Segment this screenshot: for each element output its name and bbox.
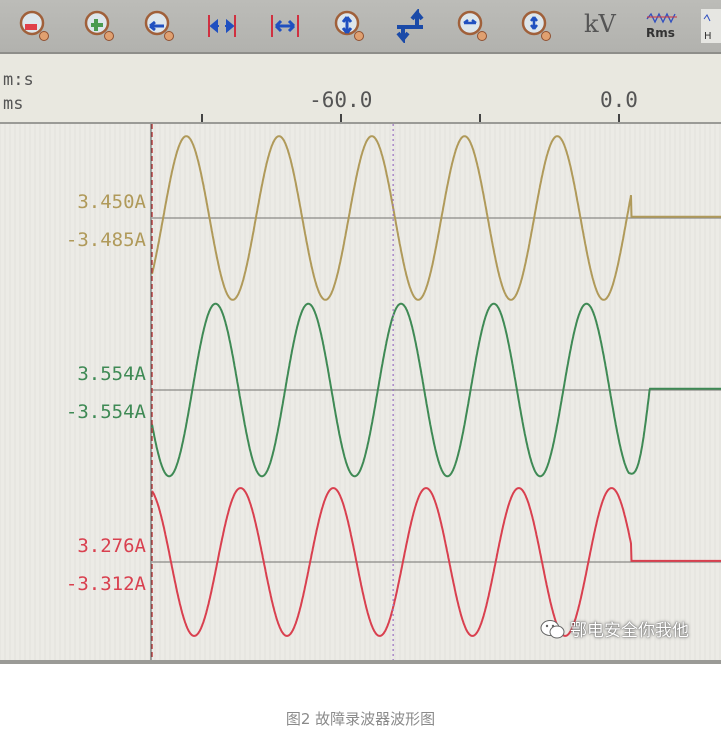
zoom-out-red-icon[interactable] <box>17 8 53 44</box>
x-tick-mark <box>200 114 203 122</box>
toolbar: kV Rms H <box>0 0 721 54</box>
time-unit-top: m:s <box>3 70 34 90</box>
x-tick-mark <box>617 114 620 122</box>
svg-text:Rms: Rms <box>646 26 675 40</box>
rms-icon[interactable]: Rms <box>644 8 680 44</box>
waveform-channel-2 <box>151 302 721 478</box>
compress-horizontal-icon[interactable] <box>204 8 240 44</box>
zoom-horizontal-fit-icon[interactable] <box>455 8 491 44</box>
harmonic-icon[interactable]: H <box>694 8 721 44</box>
time-axis-header: m:s ms -60.0 0.0 <box>0 54 721 124</box>
vertical-shift-icon[interactable] <box>392 8 428 44</box>
time-unit-bottom: ms <box>3 94 24 114</box>
waveform-plot[interactable]: 3.450A -3.485A 3.554A -3.554A 3.276A -3.312A <box>0 124 721 664</box>
x-tick-label: 0.0 <box>600 88 638 112</box>
svg-text:H: H <box>704 31 712 42</box>
x-tick-mark <box>339 114 342 122</box>
channel-3-max-label: 3.276A <box>77 535 146 557</box>
watermark: 鄂电安全你我他 <box>540 616 689 641</box>
channel-2-min-label: -3.554A <box>66 401 147 423</box>
channel-1-min-label: -3.485A <box>66 229 147 251</box>
waveform-channel-1 <box>151 135 721 301</box>
plot-bottom-border <box>0 660 721 664</box>
x-tick-label: -60.0 <box>309 88 373 112</box>
zoom-vertical-icon[interactable] <box>332 8 368 44</box>
channel-2-max-label: 3.554A <box>77 363 146 385</box>
zoom-vertical-fit-icon[interactable] <box>519 8 555 44</box>
channel-3-min-label: -3.312A <box>66 573 147 595</box>
waveform-channel-3 <box>151 487 721 637</box>
channel-1-max-label: 3.450A <box>77 191 146 213</box>
zoom-left-icon[interactable] <box>142 8 178 44</box>
kv-unit-icon[interactable]: kV <box>584 10 616 38</box>
wechat-icon <box>540 619 565 638</box>
expand-horizontal-icon[interactable] <box>267 8 303 44</box>
zoom-in-green-icon[interactable] <box>82 8 118 44</box>
watermark-text: 鄂电安全你我他 <box>570 621 689 641</box>
x-tick-mark <box>478 114 481 122</box>
figure-caption: 图2 故障录波器波形图 <box>285 710 436 728</box>
